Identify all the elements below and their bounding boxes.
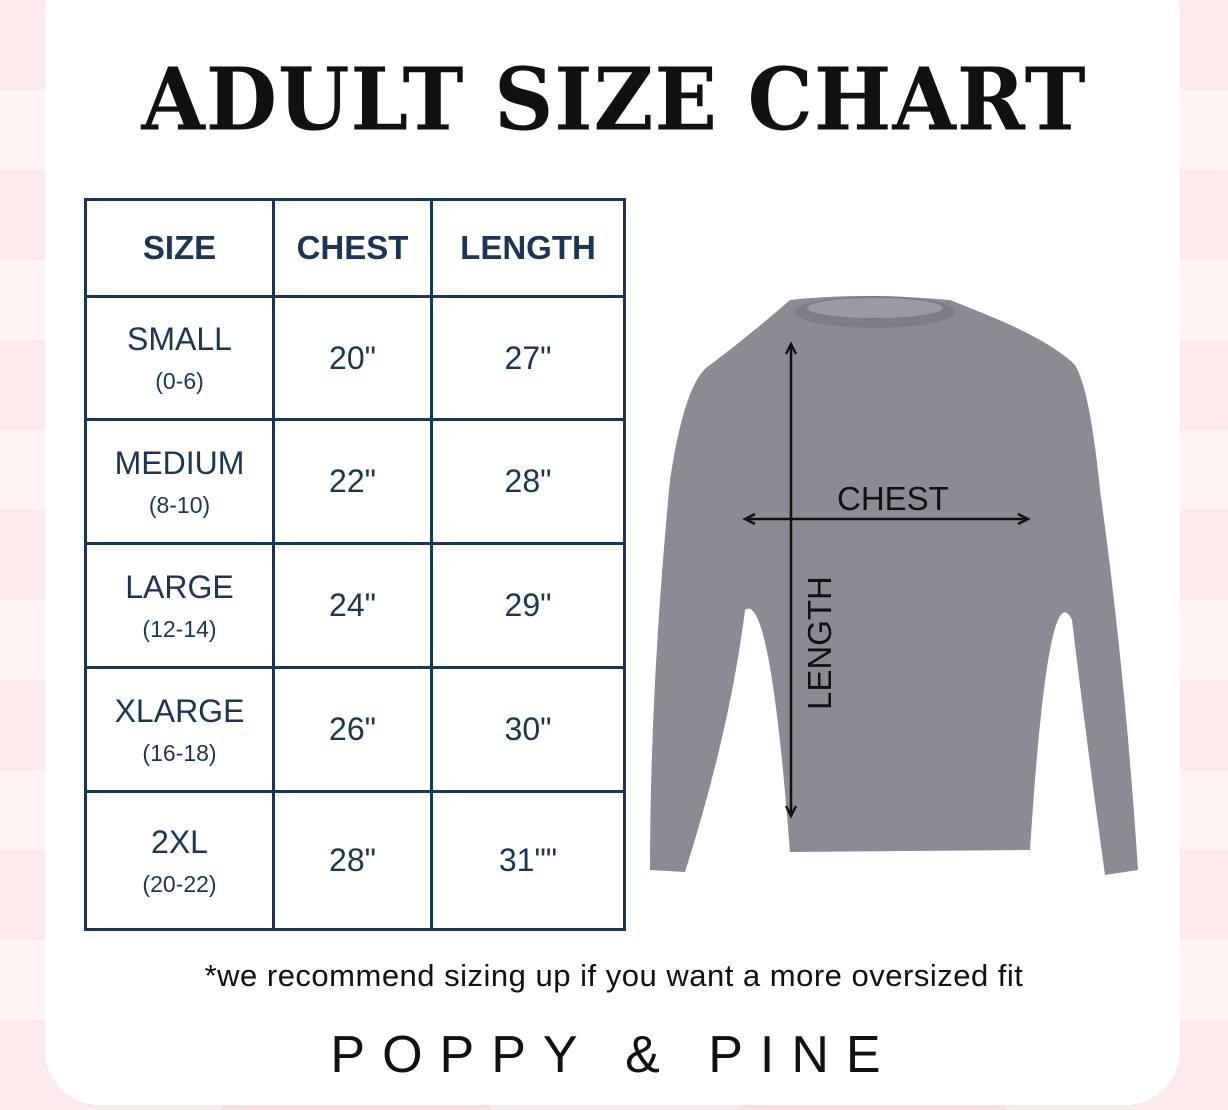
table-row: SMALL (0-6) 20" 27" [84,295,626,421]
chest-label: CHEST [837,480,949,517]
size-cell: MEDIUM (8-10) [84,418,275,545]
size-name: 2XL [151,823,208,860]
chest-cell: 26" [272,666,433,793]
measurement-arrows [742,341,1031,819]
size-table: SIZE CHEST LENGTH SMALL (0-6) 20" 27" MED… [84,198,626,931]
length-cell: 28" [430,418,626,545]
length-cell: 30" [430,666,626,793]
size-name: XLARGE [114,692,245,729]
sweatshirt-diagram [650,296,1138,875]
sizing-note: *we recommend sizing up if you want a mo… [204,958,1024,993]
size-name: MEDIUM [114,444,245,481]
length-cell: 31"" [430,790,626,931]
header-chest: CHEST [272,198,433,298]
chest-cell: 24" [272,542,433,669]
size-cell: 2XL (20-22) [84,790,275,931]
size-range: (16-18) [142,739,217,766]
sweatshirt-image [650,296,1138,875]
chest-cell: 20" [272,295,433,421]
size-range: (20-22) [142,870,217,897]
size-range: (12-14) [142,615,217,642]
size-name: SMALL [127,321,232,357]
length-cell: 27" [430,295,626,421]
table-row: LARGE (12-14) 24" 29" [84,542,626,669]
length-cell: 29" [430,542,626,669]
header-size: SIZE [84,198,275,298]
table-row: XLARGE (16-18) 26" 30" [84,666,626,793]
page-title: ADULT SIZE CHART [141,49,1087,151]
size-cell: XLARGE (16-18) [84,666,275,793]
size-cell: SMALL (0-6) [84,295,275,421]
length-label: LENGTH [801,576,838,710]
chest-cell: 28" [272,790,433,931]
chest-cell: 22" [272,418,433,545]
size-range: (8-10) [148,491,211,518]
size-name: LARGE [125,568,234,605]
brand-name: POPPY & PINE [330,1026,898,1084]
table-header-row: SIZE CHEST LENGTH [84,198,626,298]
table-row: MEDIUM (8-10) 22" 28" [84,418,626,545]
size-cell: LARGE (12-14) [84,542,275,669]
table-row: 2XL (20-22) 28" 31"" [84,790,626,931]
header-length: LENGTH [430,198,626,298]
size-range: (0-6) [155,368,204,394]
